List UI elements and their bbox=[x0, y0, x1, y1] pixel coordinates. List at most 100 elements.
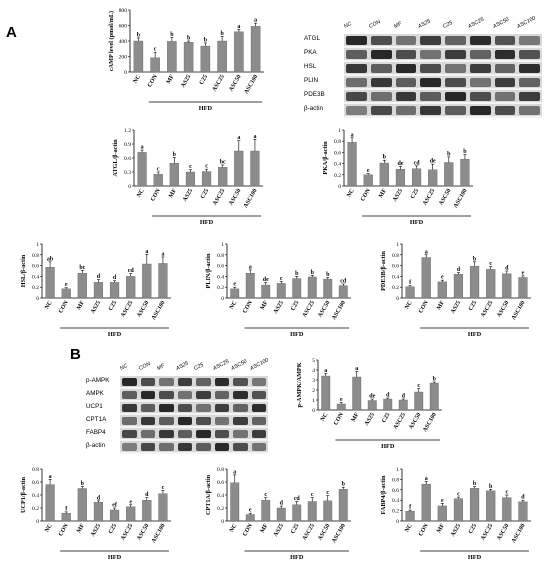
panel-label-a: A bbox=[6, 24, 17, 41]
significance-letter: c bbox=[457, 492, 460, 498]
blot-band bbox=[177, 377, 192, 386]
significance-letter: e bbox=[249, 508, 252, 514]
significance-letter: d bbox=[145, 492, 149, 498]
y-tick-label: 0 bbox=[124, 70, 127, 76]
significance-letter: a bbox=[237, 135, 240, 141]
x-tick-label: MF bbox=[351, 412, 361, 423]
blot-band bbox=[469, 49, 491, 59]
blot-band bbox=[519, 63, 540, 73]
bar bbox=[150, 57, 160, 73]
significance-letter: a bbox=[351, 132, 354, 138]
x-tick-label: CON bbox=[418, 522, 430, 537]
bar bbox=[469, 265, 480, 299]
x-tick-label: AS25 bbox=[90, 523, 102, 538]
blot-band bbox=[214, 429, 229, 438]
x-tick-label: MF bbox=[168, 188, 178, 199]
bar bbox=[93, 502, 104, 522]
protein-label: CPT1A bbox=[86, 416, 107, 423]
lane-label: ASC25 bbox=[466, 16, 485, 30]
protein-label: PLIN bbox=[304, 77, 318, 84]
blot-band bbox=[494, 77, 516, 87]
significance-letter: b bbox=[489, 484, 493, 490]
y-tick-label: 0.8 bbox=[392, 477, 399, 483]
significance-letter: b bbox=[204, 37, 208, 43]
blot-band bbox=[159, 403, 174, 412]
y-tick-label: 0.2 bbox=[392, 509, 399, 515]
blot-band bbox=[122, 416, 137, 425]
y-tick-label: 0.4 bbox=[217, 493, 224, 499]
blot-band bbox=[177, 416, 192, 425]
significance-letter: b bbox=[447, 151, 451, 157]
x-tick-label: NC bbox=[229, 300, 239, 311]
significance-letter: b bbox=[187, 36, 191, 42]
bar bbox=[405, 286, 415, 299]
x-tick-label: C25 bbox=[290, 523, 300, 535]
blot-band bbox=[420, 49, 441, 59]
bar bbox=[169, 162, 179, 187]
lane-label: CON bbox=[367, 19, 382, 30]
lane-label: MF bbox=[392, 21, 403, 30]
western-blot-a: ATGL PKA HSL PLIN PDE3B β-actin NC CON MF AS25 C2… bbox=[304, 15, 550, 126]
lane-label: NC bbox=[343, 21, 353, 30]
bar bbox=[428, 169, 438, 187]
y-tick-label: 0 bbox=[312, 408, 315, 414]
significance-letter: b bbox=[433, 377, 437, 383]
x-tick-label: AS25 bbox=[392, 188, 404, 203]
x-tick-label: AS25 bbox=[90, 300, 102, 315]
bar bbox=[158, 263, 168, 299]
x-tick-label: MF bbox=[378, 188, 388, 199]
x-tick-label: ASC25 bbox=[120, 523, 134, 542]
x-tick-label: ASC50 bbox=[228, 188, 242, 207]
y-tick-label: 4 bbox=[312, 368, 315, 374]
x-tick-label: ASC50 bbox=[496, 300, 510, 319]
x-tick-label: C25 bbox=[468, 300, 478, 312]
blot-band bbox=[233, 429, 248, 438]
bar bbox=[250, 26, 261, 73]
blot-b-protein-labels: p-AMPK AMPK UCP1 CPT1A FABP4 β-actin bbox=[86, 368, 120, 458]
blot-band-row bbox=[344, 76, 542, 88]
significance-letter: e bbox=[340, 397, 343, 403]
blot-band bbox=[445, 105, 466, 115]
blot-band bbox=[494, 63, 516, 73]
y-tick-label: 0.4 bbox=[392, 498, 399, 504]
y-tick-label: 400 bbox=[119, 39, 128, 45]
blot-band bbox=[420, 35, 441, 45]
protein-label: UCP1 bbox=[86, 403, 103, 410]
bar bbox=[234, 150, 244, 187]
y-tick-label: 0.3 bbox=[124, 170, 131, 176]
lane-label: AS25 bbox=[174, 360, 190, 372]
bar bbox=[421, 483, 431, 522]
y-axis-label: HSL/β-actin bbox=[20, 254, 27, 287]
bar bbox=[45, 267, 55, 299]
significance-letter: b bbox=[170, 32, 174, 38]
x-tick-label: ASC100 bbox=[151, 300, 167, 321]
blot-band bbox=[469, 91, 491, 101]
y-tick-label: 0.6 bbox=[392, 488, 399, 494]
significance-letter: a bbox=[324, 368, 327, 374]
x-tick-label: NC bbox=[133, 74, 143, 85]
y-tick-label: 0.6 bbox=[124, 156, 131, 162]
significance-letter: c bbox=[264, 492, 267, 498]
significance-letter: a bbox=[237, 24, 240, 30]
y-axis-label: UCP1/β-actin bbox=[20, 476, 27, 512]
bar bbox=[429, 382, 439, 411]
protein-label: β-actin bbox=[304, 105, 324, 112]
significance-letter: f bbox=[409, 505, 412, 511]
bar bbox=[323, 500, 333, 522]
x-tick-label: CON bbox=[242, 522, 254, 537]
significance-letter: f bbox=[409, 280, 412, 286]
y-tick-label: 0.8 bbox=[392, 253, 399, 259]
x-tick-label: CON bbox=[147, 73, 159, 88]
y-tick-label: 5 bbox=[312, 358, 315, 364]
y-tick-label: 0.6 bbox=[32, 264, 39, 270]
x-tick-label: ASC25 bbox=[120, 300, 134, 319]
blot-band bbox=[140, 416, 155, 425]
blot-band bbox=[177, 390, 192, 399]
blot-band-row bbox=[344, 48, 542, 60]
x-tick-label: AS25 bbox=[273, 523, 285, 538]
blot-band bbox=[196, 416, 211, 425]
significance-letter: b bbox=[463, 149, 467, 155]
blot-band bbox=[159, 377, 174, 386]
significance-letter: d bbox=[97, 274, 101, 280]
y-tick-label: 1 bbox=[36, 242, 39, 248]
